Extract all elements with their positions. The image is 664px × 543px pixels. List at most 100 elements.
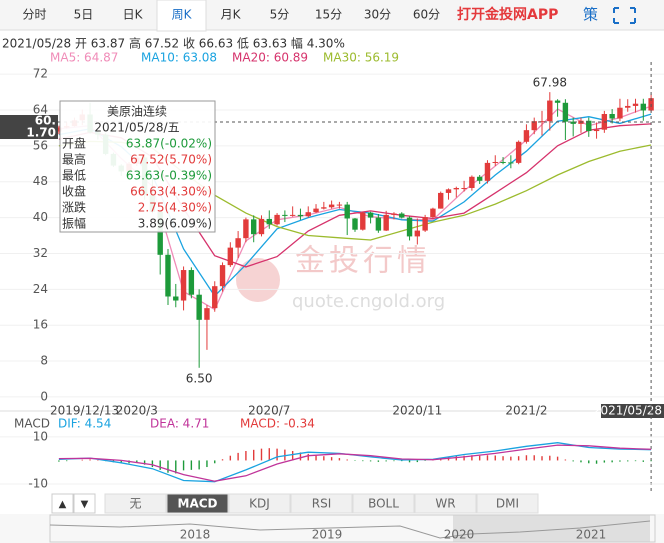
- y-tick-label: -10: [28, 477, 48, 491]
- indicator-tab-label[interactable]: DMI: [496, 497, 519, 511]
- separator: [0, 410, 664, 412]
- tab[interactable]: 5分: [270, 8, 290, 22]
- candle-body: [219, 265, 226, 287]
- indicator-tab-label[interactable]: 无: [129, 497, 141, 511]
- candle-body: [196, 294, 202, 320]
- tab-bar: [0, 0, 664, 30]
- candle-body: [593, 129, 600, 132]
- candle-body: [469, 176, 475, 188]
- candle-body: [321, 207, 327, 209]
- scroll-button-label[interactable]: ▼: [81, 499, 89, 510]
- candle-body: [617, 107, 623, 119]
- ma-legend: MA20: 60.89: [232, 51, 308, 65]
- navigator-label: 2020: [444, 528, 475, 542]
- candle-body: [531, 121, 537, 131]
- ma-legend: MA5: 64.87: [50, 51, 118, 65]
- x-tick-label: 2021/2: [505, 404, 547, 418]
- watermark-logo: [236, 258, 280, 302]
- tooltip-value: 63.63(-0.39%): [126, 169, 212, 183]
- x-tick-label: 2020/3: [116, 404, 158, 418]
- indicator-tab[interactable]: [476, 493, 539, 514]
- candle-body: [243, 219, 249, 239]
- scroll-button[interactable]: [73, 493, 96, 514]
- candle-body: [212, 286, 218, 309]
- tooltip-label: 开盘: [62, 136, 86, 151]
- y-tick-label: 64: [33, 102, 48, 116]
- tooltip-value: 63.87(-0.02%): [126, 137, 212, 151]
- tab[interactable]: 月K: [221, 8, 242, 22]
- candle-body: [422, 217, 428, 231]
- candle-body: [352, 218, 358, 230]
- candle-body: [251, 219, 257, 235]
- tooltip-label: 最低: [62, 169, 86, 183]
- fullscreen-icon[interactable]: [613, 7, 636, 24]
- indicator-tab[interactable]: [290, 493, 353, 514]
- tab[interactable]: 30分: [364, 8, 391, 22]
- scroll-button-label[interactable]: ▲: [59, 499, 67, 510]
- indicator-tab[interactable]: [166, 493, 229, 514]
- indicator-tab-label[interactable]: BOLL: [368, 497, 399, 511]
- tab[interactable]: 周K: [172, 8, 193, 22]
- candle-body: [188, 270, 195, 295]
- indicator-tab[interactable]: [352, 493, 415, 514]
- watermark: quote.cngold.org: [292, 291, 445, 312]
- indicator-line: [58, 444, 652, 482]
- x-tick-label: 2020/11: [392, 404, 442, 418]
- watermark: 金投行情: [295, 244, 431, 279]
- candle-body: [640, 103, 647, 111]
- candle-body: [204, 308, 210, 320]
- tooltip-label: 振幅: [62, 216, 86, 231]
- candle-body: [523, 130, 530, 142]
- crosshair-label-bg: [0, 127, 58, 139]
- candle-body: [297, 214, 304, 217]
- crosshair-label: 1.70: [26, 126, 56, 140]
- candle-body: [445, 189, 452, 193]
- crosshair-label: 60.: [35, 114, 56, 128]
- candle-body: [554, 100, 561, 103]
- indicator-tab[interactable]: [414, 493, 477, 514]
- y-tick-label: 16: [33, 318, 48, 332]
- candle-body: [625, 105, 631, 108]
- tab[interactable]: 15分: [315, 8, 342, 22]
- candle-body: [632, 103, 639, 106]
- tab[interactable]: 60分: [413, 8, 440, 22]
- indicator-tab-label[interactable]: RSI: [312, 497, 332, 511]
- candle-body: [305, 212, 311, 217]
- navigator-window[interactable]: [453, 515, 650, 542]
- x-tick-label: 2021/05/28: [593, 404, 662, 418]
- candle-body: [476, 176, 483, 181]
- candle-body: [313, 208, 319, 213]
- candle-body: [430, 208, 436, 218]
- indicator-tab[interactable]: [104, 493, 167, 514]
- candle-body: [570, 121, 576, 124]
- candle-body: [56, 127, 62, 132]
- candle-body: [360, 212, 366, 230]
- indicator-tab-label[interactable]: MACD: [178, 497, 218, 511]
- app-link[interactable]: 打开金投网APP: [457, 6, 558, 23]
- macd-legend: DEA: 4.71: [150, 417, 209, 431]
- candle-body: [235, 238, 241, 248]
- ma-legend: MA10: 63.08: [141, 51, 217, 65]
- candle-body: [539, 121, 545, 123]
- strategy-button[interactable]: 策: [583, 6, 598, 24]
- scroll-button[interactable]: [51, 493, 74, 514]
- candle-body: [375, 217, 382, 231]
- macd-legend: MACD: -0.34: [240, 417, 315, 431]
- candle-body: [180, 270, 187, 301]
- indicator-tab-label[interactable]: WR: [435, 497, 455, 511]
- tooltip: [59, 100, 216, 233]
- tooltip-title: 美原油连续: [107, 104, 167, 119]
- y-tick-label: 48: [33, 174, 48, 188]
- tab[interactable]: 5日: [74, 8, 94, 22]
- navigator-line: [49, 520, 651, 539]
- tooltip-label: 收盘: [62, 184, 86, 199]
- indicator-tab[interactable]: [228, 493, 291, 514]
- indicator-tab-label[interactable]: KDJ: [249, 497, 270, 511]
- tab[interactable]: 分时: [22, 8, 46, 22]
- y-tick-label: 0: [40, 389, 48, 403]
- candle-body: [383, 214, 389, 231]
- candle-body: [173, 296, 179, 301]
- tab[interactable]: 日K: [123, 8, 144, 22]
- candle-body: [344, 204, 350, 219]
